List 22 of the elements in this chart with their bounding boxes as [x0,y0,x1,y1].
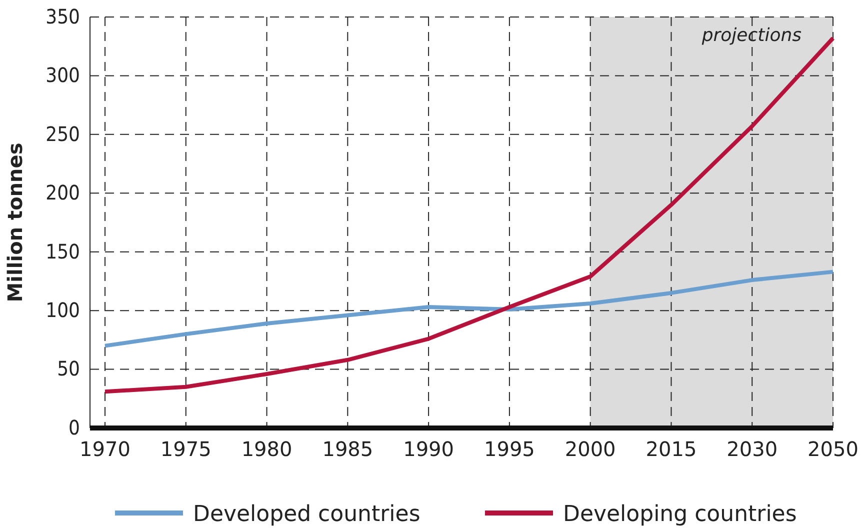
x-tick-label: 1970 [80,437,130,462]
y-tick-label: 0 [68,415,80,440]
y-axis-title: Million tonnes [3,142,27,302]
x-tick-label: 1995 [484,437,535,462]
x-tick-label: 2015 [646,437,697,462]
y-tick-label: 350 [46,4,80,28]
x-tick-label: 1985 [322,437,374,462]
y-tick-label: 50 [57,356,80,381]
legend-label: Developed countries [193,502,420,527]
x-tick-label: 1980 [241,437,292,462]
y-tick-label: 250 [46,122,80,146]
legend-label: Developing countries [563,502,797,527]
y-tick-label: 300 [46,63,80,88]
y-tick-label: 200 [46,180,80,205]
x-tick-label: 2000 [564,437,616,462]
x-tick-label: 1975 [160,437,212,462]
y-tick-label: 100 [46,298,80,322]
x-tick-label: 2030 [726,437,778,462]
x-tick-label: 2050 [808,437,858,462]
x-tick-label: 1990 [403,437,454,462]
y-tick-label: 150 [46,239,80,264]
line-series [103,270,835,348]
